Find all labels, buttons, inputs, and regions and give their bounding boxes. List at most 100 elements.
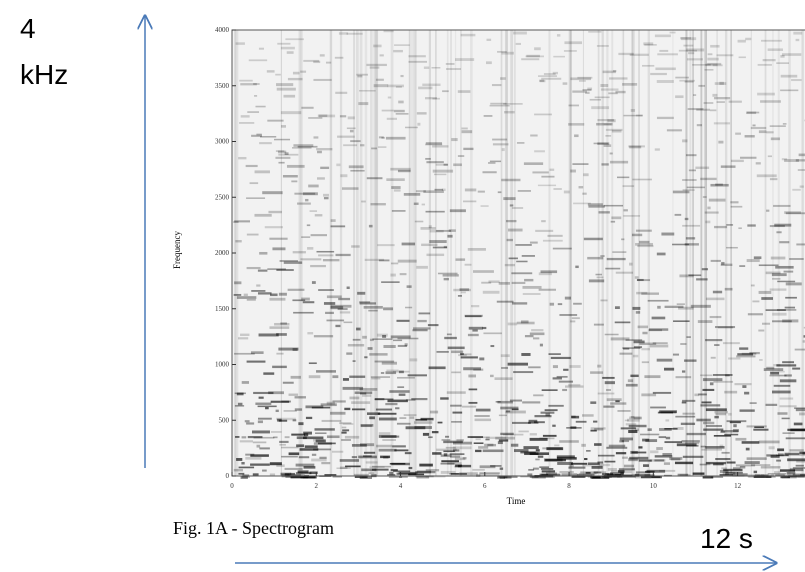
texture-streak	[574, 134, 579, 138]
texture-streak	[420, 227, 436, 230]
texture-streak	[570, 462, 588, 465]
texture-streak	[363, 451, 376, 454]
texture-streak	[686, 444, 699, 447]
texture-streak	[769, 374, 787, 377]
texture-streak	[381, 435, 400, 438]
texture-streak	[372, 468, 389, 471]
texture-streak	[361, 468, 377, 472]
texture-streak	[386, 369, 399, 372]
texture-streak	[748, 475, 755, 478]
texture-streak	[614, 306, 620, 310]
texture-streak	[498, 475, 518, 478]
texture-streak	[802, 452, 805, 455]
texture-streak	[421, 243, 438, 247]
texture-streak	[278, 153, 299, 156]
texture-streak	[650, 72, 667, 76]
texture-streak	[769, 225, 785, 228]
texture-streak	[404, 452, 412, 455]
texture-streak	[274, 138, 291, 141]
texture-streak	[366, 412, 381, 415]
texture-streak	[705, 63, 718, 67]
texture-streak	[705, 220, 711, 224]
texture-streak	[344, 435, 360, 439]
texture-streak	[738, 56, 746, 59]
texture-streak	[682, 179, 697, 181]
texture-streak	[710, 475, 724, 478]
texture-streak	[317, 150, 322, 154]
texture-streak	[385, 136, 406, 140]
texture-streak	[504, 110, 515, 114]
texture-streak	[777, 280, 796, 283]
texture-streak	[538, 272, 552, 276]
texture-streak	[675, 376, 692, 379]
texture-streak	[275, 150, 285, 152]
texture-streak	[472, 468, 485, 471]
texture-streak	[603, 123, 612, 126]
texture-streak	[417, 470, 432, 474]
texture-streak	[281, 400, 291, 403]
x-tick-label: 4	[399, 482, 403, 490]
texture-streak	[309, 471, 318, 475]
texture-streak	[651, 316, 666, 320]
texture-streak	[296, 202, 311, 205]
texture-streak	[622, 456, 628, 459]
texture-streak	[359, 388, 378, 391]
texture-streak	[259, 447, 270, 450]
texture-streak	[696, 108, 711, 111]
texture-streak	[796, 243, 805, 246]
texture-streak	[373, 44, 382, 48]
texture-streak	[782, 432, 795, 434]
texture-streak	[250, 463, 270, 466]
texture-streak	[474, 418, 492, 422]
texture-streak	[452, 441, 472, 445]
texture-streak	[677, 473, 689, 477]
texture-streak	[795, 159, 805, 162]
texture-streak	[235, 240, 242, 243]
texture-streak	[369, 353, 388, 356]
texture-streak	[450, 404, 462, 407]
texture-streak	[257, 405, 277, 408]
texture-streak	[553, 188, 562, 190]
texture-streak	[680, 422, 696, 426]
texture-streak	[714, 326, 736, 329]
texture-streak	[239, 440, 253, 443]
texture-streak	[570, 320, 576, 323]
texture-streak	[564, 385, 584, 388]
texture-streak	[321, 462, 331, 465]
texture-streak	[714, 82, 727, 85]
texture-streak	[779, 379, 797, 383]
texture-streak	[416, 265, 428, 269]
texture-streak	[606, 446, 628, 449]
texture-streak	[460, 356, 478, 359]
texture-streak	[746, 111, 760, 114]
texture-streak	[237, 337, 249, 340]
texture-streak	[447, 462, 462, 465]
texture-streak	[286, 51, 294, 54]
texture-streak	[593, 471, 602, 474]
texture-streak	[568, 466, 586, 469]
texture-streak	[400, 74, 404, 78]
texture-streak	[386, 178, 405, 181]
texture-streak	[728, 100, 742, 103]
texture-streak	[489, 104, 510, 107]
texture-streak	[378, 435, 397, 438]
texture-streak	[472, 329, 478, 332]
texture-streak	[247, 111, 260, 113]
texture-streak	[508, 257, 518, 260]
texture-streak	[405, 398, 416, 401]
texture-streak	[243, 293, 248, 297]
texture-streak	[629, 53, 649, 56]
texture-streak	[730, 201, 739, 204]
texture-streak	[591, 466, 603, 469]
texture-streak	[649, 328, 669, 331]
texture-streak	[303, 59, 320, 62]
texture-streak	[542, 447, 562, 450]
texture-streak	[358, 455, 377, 459]
texture-streak	[341, 426, 347, 429]
texture-streak	[596, 276, 604, 279]
texture-streak	[785, 212, 805, 215]
texture-streak	[378, 259, 390, 262]
texture-streak	[559, 314, 578, 316]
texture-streak	[515, 42, 522, 45]
texture-streak	[408, 473, 425, 476]
